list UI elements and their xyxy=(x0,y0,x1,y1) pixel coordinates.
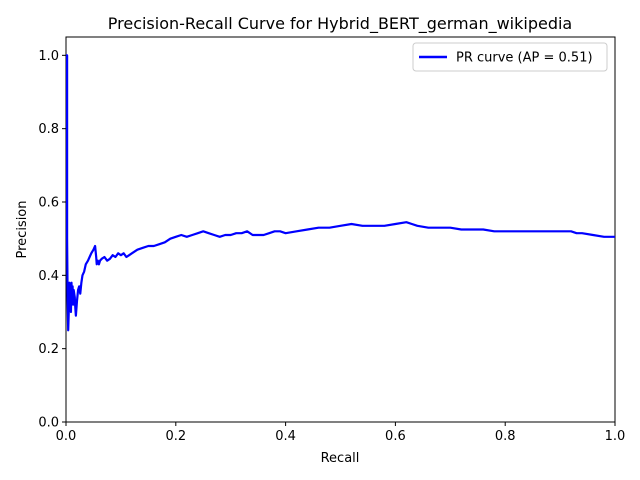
y-tick-label: 0.2 xyxy=(38,342,59,357)
y-tick-label: 0.0 xyxy=(38,416,59,431)
pr-curve-line xyxy=(65,54,615,332)
x-tick-label: 0.0 xyxy=(56,429,77,444)
x-axis-label: Recall xyxy=(321,451,360,466)
chart-title: Precision-Recall Curve for Hybrid_BERT_g… xyxy=(108,14,572,34)
x-tick-label: 0.8 xyxy=(495,429,516,444)
plot-frame xyxy=(65,36,616,423)
legend: PR curve (AP = 0.51) xyxy=(412,42,608,72)
y-tick-label: 0.8 xyxy=(38,122,59,137)
x-tick-label: 0.4 xyxy=(275,429,296,444)
y-tick-label: 0.6 xyxy=(38,196,59,211)
x-tick-label: 0.6 xyxy=(385,429,406,444)
y-axis-label: Precision xyxy=(15,200,30,258)
y-axis-ticks: 0.0 0.2 0.4 0.6 0.8 1.0 xyxy=(38,49,66,431)
legend-box xyxy=(412,42,608,72)
y-tick-label: 1.0 xyxy=(38,49,59,64)
x-tick-label: 0.2 xyxy=(165,429,186,444)
y-tick-label: 0.4 xyxy=(38,269,59,284)
x-axis-ticks: 0.0 0.2 0.4 0.6 0.8 1.0 xyxy=(56,422,626,444)
x-tick-label: 1.0 xyxy=(605,429,626,444)
legend-label: PR curve (AP = 0.51) xyxy=(456,51,593,66)
